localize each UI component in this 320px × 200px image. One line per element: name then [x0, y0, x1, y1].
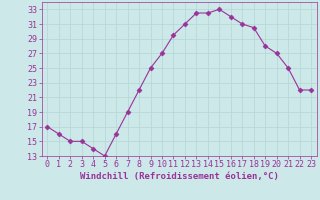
X-axis label: Windchill (Refroidissement éolien,°C): Windchill (Refroidissement éolien,°C)	[80, 172, 279, 181]
